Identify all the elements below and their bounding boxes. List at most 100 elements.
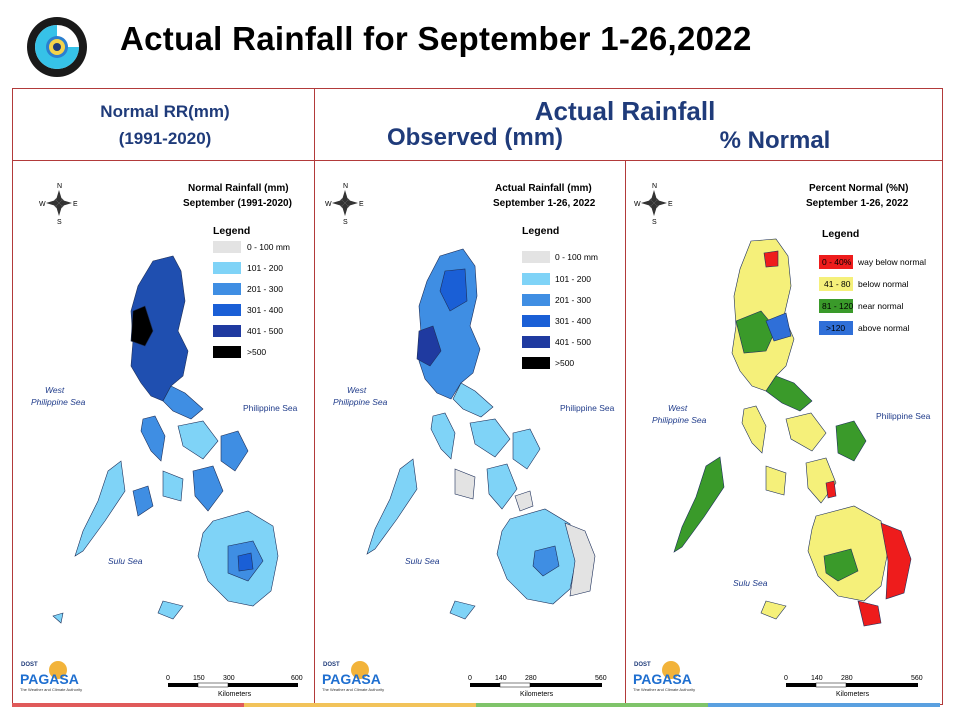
legend-label: 401 - 500	[555, 337, 591, 347]
legend-label: 301 - 400	[555, 316, 591, 326]
header-left-box	[12, 88, 315, 161]
compass-icon: N S E W	[325, 183, 364, 226]
legend-title: Legend	[522, 225, 559, 237]
slide-title: Actual Rainfall for September 1-26,2022	[120, 20, 752, 57]
legend-title: Legend	[822, 228, 859, 240]
legend-label: >500	[555, 358, 574, 368]
legend-label: 101 - 200	[247, 263, 283, 273]
sea-label-west: West	[668, 403, 688, 413]
legend-swatch-label: 41 - 80	[824, 279, 851, 289]
scale-label: 140	[811, 675, 823, 682]
scale-unit: Kilometers	[836, 691, 870, 698]
legend-label: 101 - 200	[555, 274, 591, 284]
legend-label: 0 - 100 mm	[247, 242, 290, 252]
observed-header: Observed (mm)	[386, 124, 564, 151]
compass-w: W	[39, 201, 46, 208]
compass-w: W	[325, 201, 332, 208]
brand-tagline: The Weather and Climate Authority	[633, 687, 695, 692]
sea-label-east: Philippine Sea	[560, 403, 615, 413]
scale-label: 0	[166, 675, 170, 682]
sea-label-east: Philippine Sea	[876, 411, 931, 421]
scale-label: 150	[193, 675, 205, 682]
sea-label-sulu: Sulu Sea	[733, 578, 768, 588]
legend-items: 0 - 100 mm 101 - 200 201 - 300 301 - 400…	[522, 251, 598, 369]
legend-swatch-label: >120	[826, 323, 845, 333]
compass-icon: N S E W	[39, 183, 78, 226]
legend-label: way below normal	[857, 257, 926, 267]
legend-label: 201 - 300	[555, 295, 591, 305]
scale-label: 600	[291, 675, 303, 682]
philippines-landmass	[52, 255, 279, 624]
strip-segment	[12, 703, 244, 707]
brand-tagline: The Weather and Climate Authority	[20, 687, 82, 692]
brand-dost: DOST	[21, 662, 38, 668]
sea-label-west2: Philippine Sea	[652, 415, 707, 425]
sea-label-sulu: Sulu Sea	[405, 556, 440, 566]
strip-segment	[244, 703, 476, 707]
sea-label-west: West	[347, 385, 367, 395]
compass-s: S	[343, 219, 348, 226]
map-title-line1: Normal Rainfall (mm)	[188, 183, 289, 194]
pagasa-brand: DOST PAGASA The Weather and Climate Auth…	[20, 661, 82, 692]
legend-label: 201 - 300	[247, 284, 283, 294]
pagasa-brand: DOST PAGASA The Weather and Climate Auth…	[322, 661, 384, 692]
legend-label: near normal	[858, 301, 903, 311]
map-title-line1: Percent Normal (%N)	[809, 183, 908, 194]
scale-bar: 0 140 280 560 Kilometers	[784, 675, 923, 698]
scale-unit: Kilometers	[520, 691, 554, 698]
sea-label-west2: Philippine Sea	[333, 397, 388, 407]
scale-label: 0	[468, 675, 472, 682]
scale-label: 280	[841, 675, 853, 682]
normal-header-line2: (1991-2020)	[118, 129, 212, 148]
sea-label-west2: Philippine Sea	[31, 397, 86, 407]
scale-unit: Kilometers	[218, 691, 252, 698]
scale-bar: 0 150 300 600 Kilometers	[166, 675, 303, 698]
map-title-line2: September (1991-2020)	[183, 198, 292, 209]
legend-label: 0 - 100 mm	[555, 252, 598, 262]
legend-swatch-label: 0 - 40%	[822, 257, 852, 267]
legend-items: 0 - 100 mm 101 - 200 201 - 300 301 - 400…	[213, 241, 290, 358]
compass-s: S	[57, 219, 62, 226]
legend-label: 301 - 400	[247, 305, 283, 315]
legend-items: 0 - 40% way below normal 41 - 80 below n…	[819, 255, 926, 335]
compass-e: E	[73, 201, 78, 208]
scale-label: 300	[223, 675, 235, 682]
pagasa-brand: DOST PAGASA The Weather and Climate Auth…	[633, 661, 695, 692]
actual-rainfall-map: N S E W Actual Rainfall (mm) September 1…	[315, 161, 625, 703]
legend-label: 401 - 500	[247, 326, 283, 336]
sea-label-east: Philippine Sea	[243, 403, 298, 413]
legend-label: above normal	[858, 323, 910, 333]
philippines-landmass	[673, 238, 912, 627]
compass-n: N	[57, 183, 62, 190]
brand-pagasa: PAGASA	[20, 671, 79, 687]
strip-segment	[708, 703, 940, 707]
scale-label: 560	[595, 675, 607, 682]
compass-n: N	[652, 183, 657, 190]
percent-normal-map: N S E W Percent Normal (%N) September 1-…	[626, 161, 942, 703]
brand-pagasa: PAGASA	[322, 671, 381, 687]
scale-label: 140	[495, 675, 507, 682]
compass-n: N	[343, 183, 348, 190]
legend-label: below normal	[858, 279, 909, 289]
bottom-color-strip	[12, 703, 940, 707]
scale-label: 560	[911, 675, 923, 682]
actual-rainfall-header: Actual Rainfall	[534, 96, 716, 126]
sea-label-west: West	[45, 385, 65, 395]
scale-label: 280	[525, 675, 537, 682]
compass-s: S	[652, 219, 657, 226]
normal-header-line1: Normal RR(mm)	[100, 102, 230, 121]
compass-e: E	[668, 201, 673, 208]
compass-icon: N S E W	[634, 183, 673, 226]
normal-rainfall-map: N S E W Normal Rainfall (mm) September (…	[13, 161, 314, 703]
pagasa-seal-icon	[27, 17, 87, 77]
legend-title: Legend	[213, 225, 250, 237]
map-title-line1: Actual Rainfall (mm)	[495, 183, 592, 194]
percent-normal-header: % Normal	[719, 127, 831, 154]
sea-label-sulu: Sulu Sea	[108, 556, 143, 566]
philippines-landmass	[366, 248, 596, 620]
brand-dost: DOST	[323, 662, 340, 668]
strip-segment	[476, 703, 708, 707]
brand-pagasa: PAGASA	[633, 671, 692, 687]
legend-label: >500	[247, 347, 266, 357]
scale-bar: 0 140 280 560 Kilometers	[468, 675, 607, 698]
